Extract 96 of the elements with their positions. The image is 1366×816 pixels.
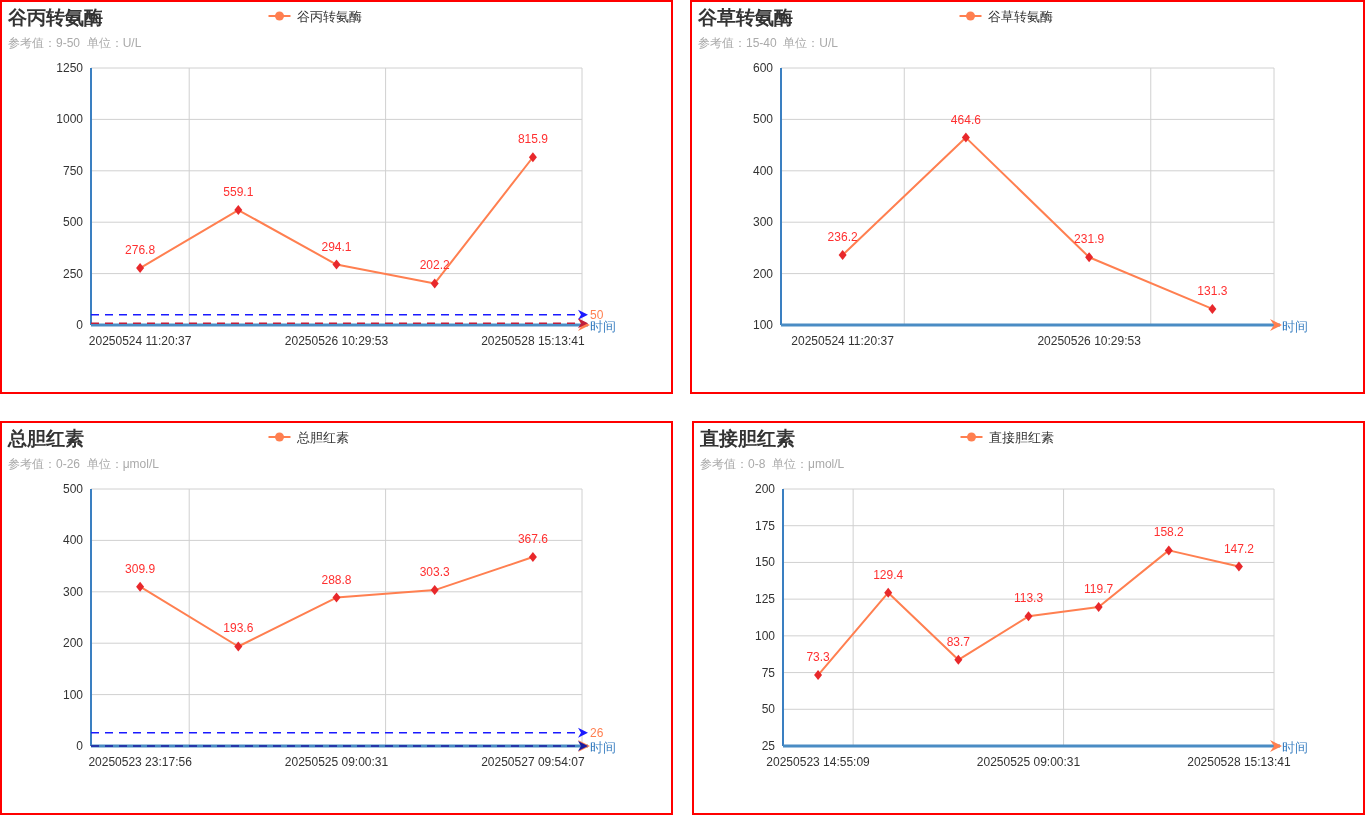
x-tick-label: 20250525 09:00:31 — [976, 755, 1081, 769]
data-label: 158.2 — [1153, 525, 1185, 540]
point — [430, 278, 439, 289]
data-label: 559.1 — [223, 185, 254, 200]
data-label: 193.6 — [223, 621, 254, 636]
data-label: 73.3 — [806, 650, 831, 665]
point — [234, 641, 243, 652]
y-tick-label: 750 — [62, 163, 84, 178]
y-tick-label: 175 — [754, 518, 776, 533]
x-axis-title: 时间 — [590, 319, 616, 334]
chart-subtitle: 参考值：0-8 单位：μmol/L — [700, 457, 845, 471]
point — [814, 670, 823, 681]
point — [528, 152, 537, 163]
y-tick-label: 500 — [62, 215, 84, 230]
y-tick-label: 125 — [754, 592, 776, 607]
point — [961, 132, 970, 143]
x-tick-label: 20250526 10:29:53 — [1037, 334, 1142, 348]
y-tick-label: 150 — [754, 555, 776, 570]
x-tick-label: 20250523 23:17:56 — [88, 755, 193, 769]
data-label: 83.7 — [946, 634, 971, 649]
legend-label: 谷丙转氨酶 — [296, 9, 362, 24]
y-tick-label: 0 — [76, 318, 84, 332]
y-tick-label: 75 — [761, 665, 776, 680]
point — [136, 263, 145, 274]
data-label: 113.3 — [1013, 591, 1044, 606]
chart-subtitle: 参考值：9-50 单位：U/L — [8, 36, 142, 50]
x-tick-label: 20250525 09:00:31 — [284, 755, 389, 769]
y-tick-label: 200 — [752, 266, 774, 281]
y-tick-label: 25 — [761, 739, 776, 753]
y-tick-label: 250 — [62, 266, 84, 281]
y-tick-label: 300 — [62, 584, 84, 599]
point — [332, 592, 341, 603]
point — [430, 585, 439, 596]
data-label: 236.2 — [827, 229, 858, 244]
y-tick-label: 100 — [754, 628, 776, 643]
y-tick-label: 1000 — [56, 112, 84, 127]
point — [1085, 252, 1094, 263]
chart-title: 谷草转氨酶 — [697, 7, 793, 28]
point — [136, 581, 145, 592]
x-tick-label: 20250527 09:54:07 — [481, 755, 585, 769]
data-label: 309.9 — [125, 561, 156, 576]
data-label: 464.6 — [950, 112, 982, 127]
data-label: 815.9 — [517, 132, 549, 147]
point — [332, 259, 341, 270]
point — [234, 205, 243, 216]
x-axis-title: 时间 — [1282, 319, 1308, 334]
y-tick-label: 200 — [62, 636, 84, 651]
data-label: 129.4 — [873, 567, 904, 582]
point — [1024, 611, 1033, 622]
x-axis-title: 时间 — [590, 740, 616, 755]
x-axis-title: 时间 — [1282, 740, 1308, 755]
x-tick-label: 20250524 11:20:37 — [791, 334, 895, 348]
y-tick-label: 100 — [752, 318, 774, 332]
y-tick-label: 100 — [62, 687, 84, 702]
point — [838, 249, 847, 260]
point — [528, 552, 537, 563]
y-tick-label: 600 — [752, 61, 774, 75]
legend-label: 谷草转氨酶 — [987, 9, 1053, 24]
chart-title: 谷丙转氨酶 — [7, 7, 103, 28]
y-tick-label: 400 — [752, 163, 774, 178]
y-tick-label: 0 — [76, 739, 84, 753]
legend-label: 直接胆红素 — [988, 430, 1054, 445]
point — [1208, 303, 1217, 314]
data-label: 303.3 — [419, 565, 451, 580]
point — [884, 587, 893, 598]
ref-line-label: 26 — [590, 725, 604, 740]
data-label: 276.8 — [125, 243, 156, 258]
data-label: 231.9 — [1074, 232, 1105, 247]
y-tick-label: 400 — [62, 533, 84, 548]
data-label: 147.2 — [1223, 541, 1255, 556]
data-label: 131.3 — [1197, 283, 1228, 298]
y-tick-label: 1250 — [56, 61, 84, 75]
point — [1234, 561, 1243, 572]
x-tick-label: 20250528 15:13:41 — [1187, 755, 1291, 769]
point — [1164, 545, 1173, 556]
x-tick-label: 20250526 10:29:53 — [284, 334, 389, 348]
data-label: 294.1 — [321, 239, 352, 254]
y-tick-label: 500 — [62, 482, 84, 496]
y-tick-label: 50 — [761, 702, 776, 717]
data-label: 288.8 — [321, 572, 352, 587]
x-tick-label: 20250523 14:55:09 — [766, 755, 871, 769]
chart-title: 总胆红素 — [7, 428, 84, 449]
y-tick-label: 300 — [752, 215, 774, 230]
chart-subtitle: 参考值：0-26 单位：μmol/L — [8, 457, 160, 471]
data-label: 119.7 — [1084, 581, 1114, 596]
x-tick-label: 20250524 11:20:37 — [88, 334, 192, 348]
legend-label: 总胆红素 — [295, 430, 349, 445]
point — [1094, 601, 1103, 612]
y-tick-label: 500 — [752, 112, 774, 127]
x-tick-label: 20250528 15:13:41 — [481, 334, 585, 348]
data-label: 202.2 — [419, 258, 451, 273]
y-tick-label: 200 — [754, 482, 776, 496]
point — [954, 654, 963, 665]
data-label: 367.6 — [517, 532, 549, 547]
chart-title: 直接胆红素 — [699, 428, 795, 449]
chart-subtitle: 参考值：15-40 单位：U/L — [698, 36, 839, 50]
